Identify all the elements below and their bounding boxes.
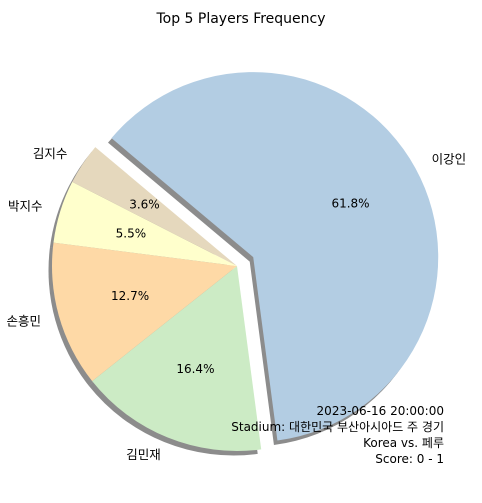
match-score: Score: 0 - 1 bbox=[375, 452, 444, 466]
slice-percent-label-4: 3.6% bbox=[129, 198, 160, 212]
slice-category-label-1: 김민재 bbox=[126, 447, 161, 462]
match-stadium: Stadium: 대한민국 부산아시아드 주 경기 bbox=[231, 420, 444, 434]
pie-slice-1 bbox=[92, 266, 262, 451]
slice-category-label-3: 박지수 bbox=[8, 199, 43, 214]
chart-title: Top 5 Players Frequency bbox=[155, 11, 325, 27]
pie-slice-3 bbox=[53, 181, 238, 266]
slice-category-label-4: 김지수 bbox=[33, 146, 68, 161]
slice-percent-label-3: 5.5% bbox=[116, 226, 147, 240]
slice-percent-label-0: 61.8% bbox=[331, 197, 369, 211]
slice-category-label-2: 손흥민 bbox=[6, 313, 41, 328]
pie-slices bbox=[52, 72, 439, 451]
slice-percent-label-1: 16.4% bbox=[176, 362, 214, 376]
pie-slice-4 bbox=[72, 147, 237, 266]
match-teams: Korea vs. 페루 bbox=[363, 436, 444, 450]
slice-category-label-0: 이강인 bbox=[432, 152, 467, 167]
pie-slice-2 bbox=[52, 242, 237, 382]
slice-labels: 61.8% 이강인 16.4% 김민재 12.7% 손흥민 5.5% 박지수 3.6% 김지수 bbox=[6, 146, 466, 462]
slice-percent-label-2: 12.7% bbox=[111, 289, 149, 303]
pie-slice-0 bbox=[111, 72, 439, 441]
match-info: 2023-06-16 20:00:00 Stadium: 대한민국 부산아시아드… bbox=[231, 404, 444, 466]
match-datetime: 2023-06-16 20:00:00 bbox=[317, 404, 444, 418]
